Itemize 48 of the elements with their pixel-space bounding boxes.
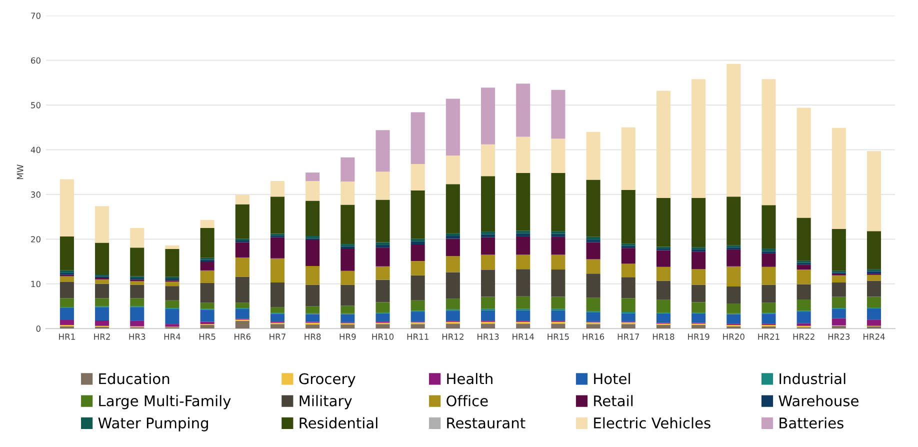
legend-label: Office bbox=[446, 395, 488, 406]
x-tick-label: HR5 bbox=[199, 334, 216, 340]
x-tick-label: HR18 bbox=[652, 334, 674, 340]
legend-label: Industrial bbox=[780, 372, 846, 384]
y-tick-label: 50 bbox=[31, 102, 40, 108]
y-tick-label: 30 bbox=[31, 191, 40, 198]
x-tick-label: HR10 bbox=[372, 334, 394, 340]
x-tick-label: HR3 bbox=[129, 334, 146, 340]
y-tick-label: 10 bbox=[31, 280, 40, 288]
legend-label: Retail bbox=[594, 395, 633, 406]
x-tick-label: HR16 bbox=[582, 334, 604, 340]
legend-label: Health bbox=[447, 372, 492, 384]
x-tick-label: HR4 bbox=[164, 334, 180, 340]
y-tick-label: 70 bbox=[31, 12, 40, 19]
legend-label: Grocery bbox=[299, 373, 356, 388]
x-tick-label: HR23 bbox=[828, 334, 850, 340]
y-axis-title: MW bbox=[17, 164, 24, 179]
legend-label: Education bbox=[99, 372, 170, 384]
x-tick-label: HR19 bbox=[688, 334, 710, 340]
x-tick-label: HR2 bbox=[94, 334, 110, 340]
x-tick-label: HR15 bbox=[548, 334, 569, 340]
legend-label: Electric Vehicles bbox=[594, 417, 710, 429]
x-tick-label: HR22 bbox=[793, 334, 814, 340]
legend-label: Residential bbox=[300, 417, 378, 429]
x-tick-label: HR1 bbox=[59, 334, 75, 340]
legend-label: Restaurant bbox=[447, 418, 526, 429]
x-tick-label: HR9 bbox=[340, 334, 356, 340]
legend-label: Military bbox=[300, 395, 352, 410]
x-tick-label: HR6 bbox=[234, 334, 251, 340]
x-tick-label: HR12 bbox=[442, 334, 464, 340]
y-tick-label: 0 bbox=[36, 326, 40, 332]
x-tick-label: HR21 bbox=[758, 334, 780, 340]
x-tick-label: HR13 bbox=[478, 334, 499, 340]
y-tick-label: 60 bbox=[31, 57, 40, 64]
y-tick-label: 20 bbox=[31, 236, 40, 242]
x-tick-label: HR20 bbox=[723, 334, 744, 340]
x-tick-label: HR17 bbox=[618, 334, 639, 340]
legend-label: Large Multi-Family bbox=[99, 395, 231, 410]
legend-label: Batteries bbox=[780, 417, 844, 429]
x-tick-label: HR7 bbox=[270, 334, 286, 340]
x-tick-label: HR8 bbox=[304, 334, 321, 340]
x-tick-label: HR14 bbox=[512, 334, 534, 340]
legend-label: Water Pumping bbox=[98, 417, 208, 432]
x-tick-label: HR11 bbox=[407, 334, 428, 340]
legend-label: Hotel bbox=[594, 372, 630, 384]
legend-label: Warehouse bbox=[778, 395, 858, 406]
x-tick-label: HR24 bbox=[863, 334, 885, 340]
y-tick-label: 40 bbox=[30, 146, 40, 154]
